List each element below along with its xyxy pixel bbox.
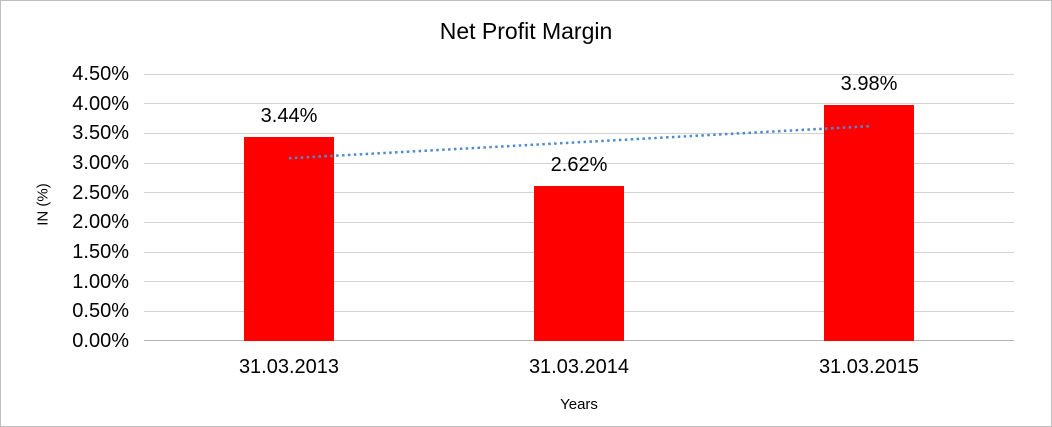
y-tick-label: 3.00%: [72, 152, 129, 174]
bar: [244, 136, 334, 341]
plot-area: 3.44% 2.62% 3.98%: [144, 72, 1014, 341]
gridline: [144, 162, 1014, 164]
x-tick-label: 31.03.2013: [238, 356, 340, 378]
gridline: [144, 103, 1014, 105]
bar: [824, 104, 914, 341]
x-tick-label: 31.03.2015: [818, 356, 920, 378]
x-axis-title: Years: [560, 396, 598, 413]
trendline: [288, 124, 870, 160]
bar-value-label: 2.62%: [550, 153, 608, 176]
y-tick-label: 4.00%: [72, 92, 129, 115]
y-tick-label: 1.00%: [72, 270, 129, 293]
y-tick-label: 1.50%: [72, 241, 129, 263]
bar-value-label: 3.98%: [840, 72, 898, 95]
gridline: [144, 132, 1014, 134]
bar: [534, 185, 624, 341]
y-tick-label: 3.50%: [72, 122, 129, 145]
bar-value-label: 3.44%: [260, 104, 318, 127]
chart-title: Net Profit Margin: [439, 18, 613, 44]
y-tick-label: 4.50%: [72, 63, 129, 85]
gridline: [144, 73, 1014, 75]
y-tick-label: 2.50%: [72, 181, 129, 204]
x-tick-label: 31.03.2014: [528, 356, 630, 378]
y-tick-label: 0.50%: [72, 300, 129, 323]
y-tick-label: 2.00%: [72, 211, 129, 234]
y-tick-label: 0.00%: [72, 330, 129, 352]
